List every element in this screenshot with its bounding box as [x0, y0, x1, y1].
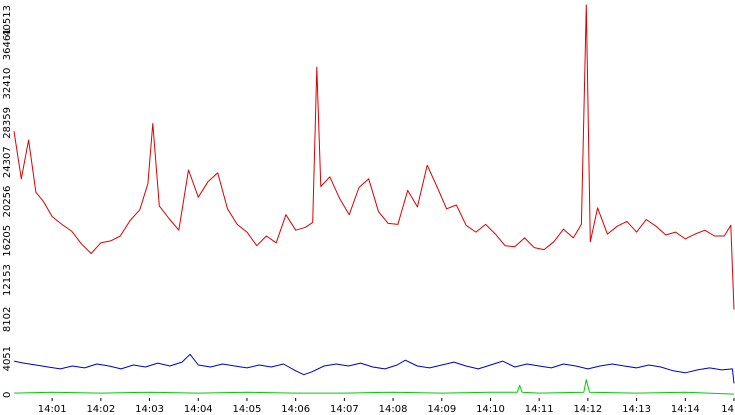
x-tick-label: 14:13	[622, 404, 651, 415]
y-tick-label: 20256	[2, 186, 13, 218]
y-tick-label: 0	[2, 392, 13, 398]
x-tick-label: 14:09	[427, 404, 456, 415]
x-tick-label: 14:06	[281, 404, 310, 415]
x-tick-label: 14:02	[86, 404, 115, 415]
x-tick-label: 14	[721, 404, 734, 415]
x-tick-label: 14:11	[525, 404, 554, 415]
y-tick-label: 24307	[2, 146, 13, 178]
x-axis-ticks: 14:01 14:02 14:03 14:04 14:05 14:06 14:07 14:08…	[38, 398, 735, 415]
series-line-3	[13, 379, 735, 395]
series-line-2	[13, 353, 735, 384]
y-tick-label: 36461	[2, 28, 13, 60]
y-axis-ticks: 0 4051 8102 12153 16205 20256 24307 28359 32410 3…	[2, 5, 13, 398]
x-tick-label: 14:05	[233, 404, 262, 415]
y-tick-label: 16205	[2, 225, 13, 257]
x-tick-label: 14:03	[135, 404, 164, 415]
y-tick-label: 40513	[2, 5, 13, 37]
x-tick-label: 14:01	[38, 404, 67, 415]
series-line-1	[13, 4, 735, 310]
y-tick-label: 28359	[2, 107, 13, 139]
y-tick-label: 8102	[2, 307, 13, 332]
x-tick-label: 14:14	[671, 404, 700, 415]
series-layer	[13, 4, 735, 395]
x-tick-label: 14:10	[476, 404, 505, 415]
y-tick-label: 12153	[2, 264, 13, 296]
x-tick-label: 14:07	[330, 404, 359, 415]
x-tick-label: 14:12	[573, 404, 602, 415]
x-tick-label: 14:04	[184, 404, 213, 415]
x-tick-label: 14:08	[379, 404, 408, 415]
y-tick-label: 32410	[2, 68, 13, 100]
y-tick-label: 4051	[2, 346, 13, 371]
